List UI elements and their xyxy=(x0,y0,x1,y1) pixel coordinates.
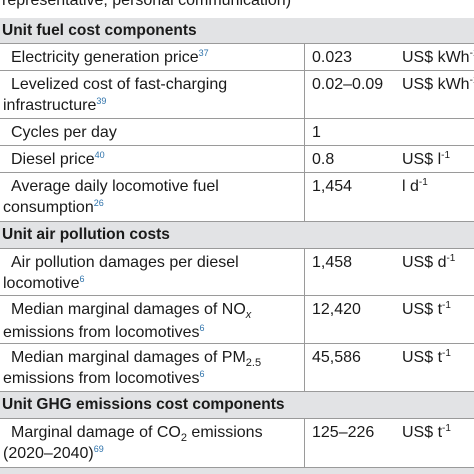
section-header-fuel: Unit fuel cost components xyxy=(0,18,474,44)
section-header-next xyxy=(0,468,474,474)
table-row-cycles-per-day: Cycles per day 1 xyxy=(0,119,474,145)
section-header-ghg: Unit GHG emissions cost components xyxy=(0,392,474,418)
section-header-air: Unit air pollution costs xyxy=(0,222,474,248)
table-row-air-damages: Air pollution damages per diesel locomoti… xyxy=(0,249,474,295)
table-row-levelized-cost: Levelized cost of fast-charging infrastru… xyxy=(0,71,474,118)
table-row-co2-damage: Marginal damage of CO2 emissions (2020–20… xyxy=(0,419,474,467)
table-row-electricity: Electricity generation price37 0.023 US$… xyxy=(0,44,474,70)
table-row-nox-damages: Median marginal damages of NOx emissions … xyxy=(0,296,474,343)
clipped-header-text: representative, personal communication) xyxy=(2,0,292,9)
table-row-pm25-damages: Median marginal damages of PM2.5 emission… xyxy=(0,344,474,391)
table-row-fuel-consumption: Average daily locomotive fuel consumption… xyxy=(0,173,474,221)
table-row-diesel-price: Diesel price40 0.8 US$ l-1 xyxy=(0,146,474,172)
